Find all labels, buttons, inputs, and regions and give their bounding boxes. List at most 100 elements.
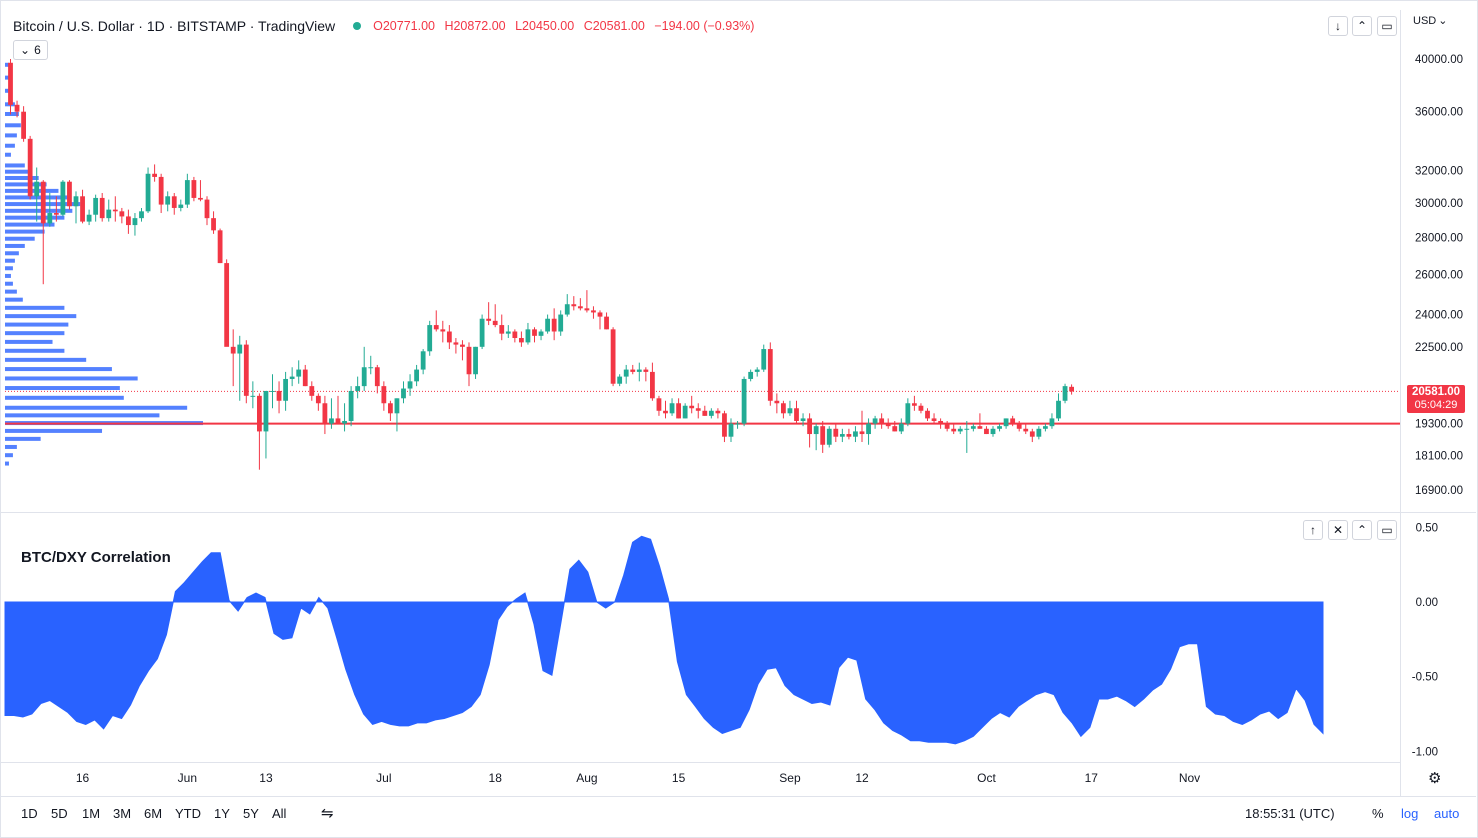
candle-body: [1036, 428, 1042, 437]
candle-body: [774, 400, 780, 404]
volume-profile-bar: [5, 215, 65, 220]
candle-body: [191, 180, 197, 198]
collapse-icon: ⌃: [1356, 19, 1368, 33]
candle-body: [970, 426, 976, 429]
candle-body: [420, 351, 426, 370]
candle-body: [676, 403, 681, 419]
symbol-title[interactable]: Bitcoin / U.S. Dollar · 1D · BITSTAMP · …: [13, 18, 336, 34]
range-button-5y[interactable]: 5Y: [243, 806, 259, 821]
candle-body: [257, 395, 262, 432]
market-status-dot: [353, 22, 362, 30]
candle-body: [230, 346, 236, 354]
collapse-pane-button[interactable]: ⌃: [1352, 16, 1372, 36]
candle-body: [132, 218, 138, 226]
candle-body: [512, 331, 518, 339]
candle-body: [912, 403, 917, 406]
candle-body: [545, 318, 550, 332]
candle-body: [60, 181, 66, 215]
ohlc-values: O20771.00 H20872.00 L20450.00 C20581.00 …: [373, 19, 760, 33]
range-button-1d[interactable]: 1D: [21, 806, 38, 821]
volume-profile-bar: [5, 111, 19, 116]
range-button-1y[interactable]: 1Y: [214, 806, 230, 821]
x-tick-label: 12: [855, 771, 869, 785]
volume-profile-bar: [5, 413, 160, 418]
symbol-legend: Bitcoin / U.S. Dollar · 1D · BITSTAMP · …: [13, 16, 760, 36]
candle-body: [217, 230, 223, 264]
candle-body: [152, 173, 157, 177]
range-button-3m[interactable]: 3M: [113, 806, 132, 821]
range-button-6m[interactable]: 6M: [144, 806, 163, 821]
candle-body: [276, 390, 282, 401]
settings-gear-icon[interactable]: ⚙: [1428, 770, 1442, 787]
volume-profile-bar: [5, 182, 47, 187]
percent-toggle[interactable]: %: [1372, 806, 1384, 821]
maximize-pane-button[interactable]: ▭: [1377, 16, 1397, 36]
candle-body: [1056, 400, 1061, 419]
volume-profile-bar: [5, 133, 17, 138]
candle-body: [112, 209, 118, 212]
volume-profile-bar: [5, 62, 9, 67]
candle-body: [473, 346, 478, 375]
collapse-indicator-button[interactable]: ⌃: [1352, 520, 1372, 540]
move-down-button[interactable]: ↓: [1328, 16, 1348, 36]
range-button-1m[interactable]: 1M: [82, 806, 101, 821]
volume-profile-bar: [5, 208, 73, 213]
candle-body: [794, 408, 799, 421]
bar-countdown: 05:04:29: [1414, 399, 1458, 411]
ohlc-close: C20581.00: [583, 19, 645, 33]
range-button-5d[interactable]: 5D: [51, 806, 68, 821]
candle-body: [505, 331, 511, 334]
range-button-all[interactable]: All: [272, 806, 287, 821]
candle-body: [1016, 423, 1022, 429]
remove-pane-button[interactable]: ✕: [1328, 520, 1348, 540]
candle-body: [650, 371, 655, 399]
volume-profile-bar: [5, 395, 124, 400]
volume-profile-bar: [5, 428, 103, 433]
candle-body: [761, 349, 767, 370]
candle-body: [184, 180, 190, 205]
candle-body: [93, 197, 99, 215]
candle-body: [342, 420, 347, 424]
volume-profile-bar: [5, 176, 39, 181]
candle-body: [224, 263, 230, 347]
date-range-icon[interactable]: ⇋: [321, 805, 334, 822]
candle-body: [872, 418, 878, 424]
indicators-toggle-button[interactable]: ⌄ 6: [13, 40, 48, 60]
range-button-ytd[interactable]: YTD: [175, 806, 201, 821]
y-tick-label: 40000.00: [1415, 54, 1463, 66]
candle-body: [335, 418, 341, 424]
candle-body: [800, 418, 806, 421]
ohlc-change: −194.00 (−0.93%): [654, 19, 755, 33]
candle-body: [211, 218, 216, 231]
candle-body: [846, 434, 852, 437]
currency-selector[interactable]: USD ⌄: [1413, 14, 1447, 28]
candle-body: [839, 434, 845, 437]
y-tick-label: 0.00: [1416, 597, 1438, 609]
candle-body: [446, 331, 452, 343]
correlation-area: [4, 535, 1324, 745]
maximize-indicator-button[interactable]: ▭: [1377, 520, 1397, 540]
candle-body: [381, 386, 387, 404]
candle-body: [14, 104, 20, 112]
candle-body: [767, 349, 773, 401]
move-up-button[interactable]: ↑: [1303, 520, 1323, 540]
candle-body: [892, 426, 898, 432]
volume-profile-bar: [5, 243, 25, 248]
volume-profile-bar: [5, 305, 65, 310]
candle-body: [466, 346, 472, 375]
candle-body: [453, 342, 459, 345]
candle-body: [820, 426, 826, 445]
candle-body: [931, 418, 937, 421]
auto-toggle[interactable]: auto: [1434, 806, 1460, 821]
candle-body: [394, 398, 400, 414]
log-toggle[interactable]: log: [1401, 806, 1419, 821]
clock-readout[interactable]: 18:55:31 (UTC): [1245, 806, 1335, 821]
volume-profile-bar: [5, 461, 9, 466]
candle-body: [289, 376, 295, 379]
chevron-down-icon: ⌄: [20, 43, 31, 57]
candle-body: [99, 197, 105, 219]
candle-body: [636, 369, 642, 372]
candle-body: [67, 181, 72, 207]
x-tick-label: Sep: [779, 771, 801, 785]
